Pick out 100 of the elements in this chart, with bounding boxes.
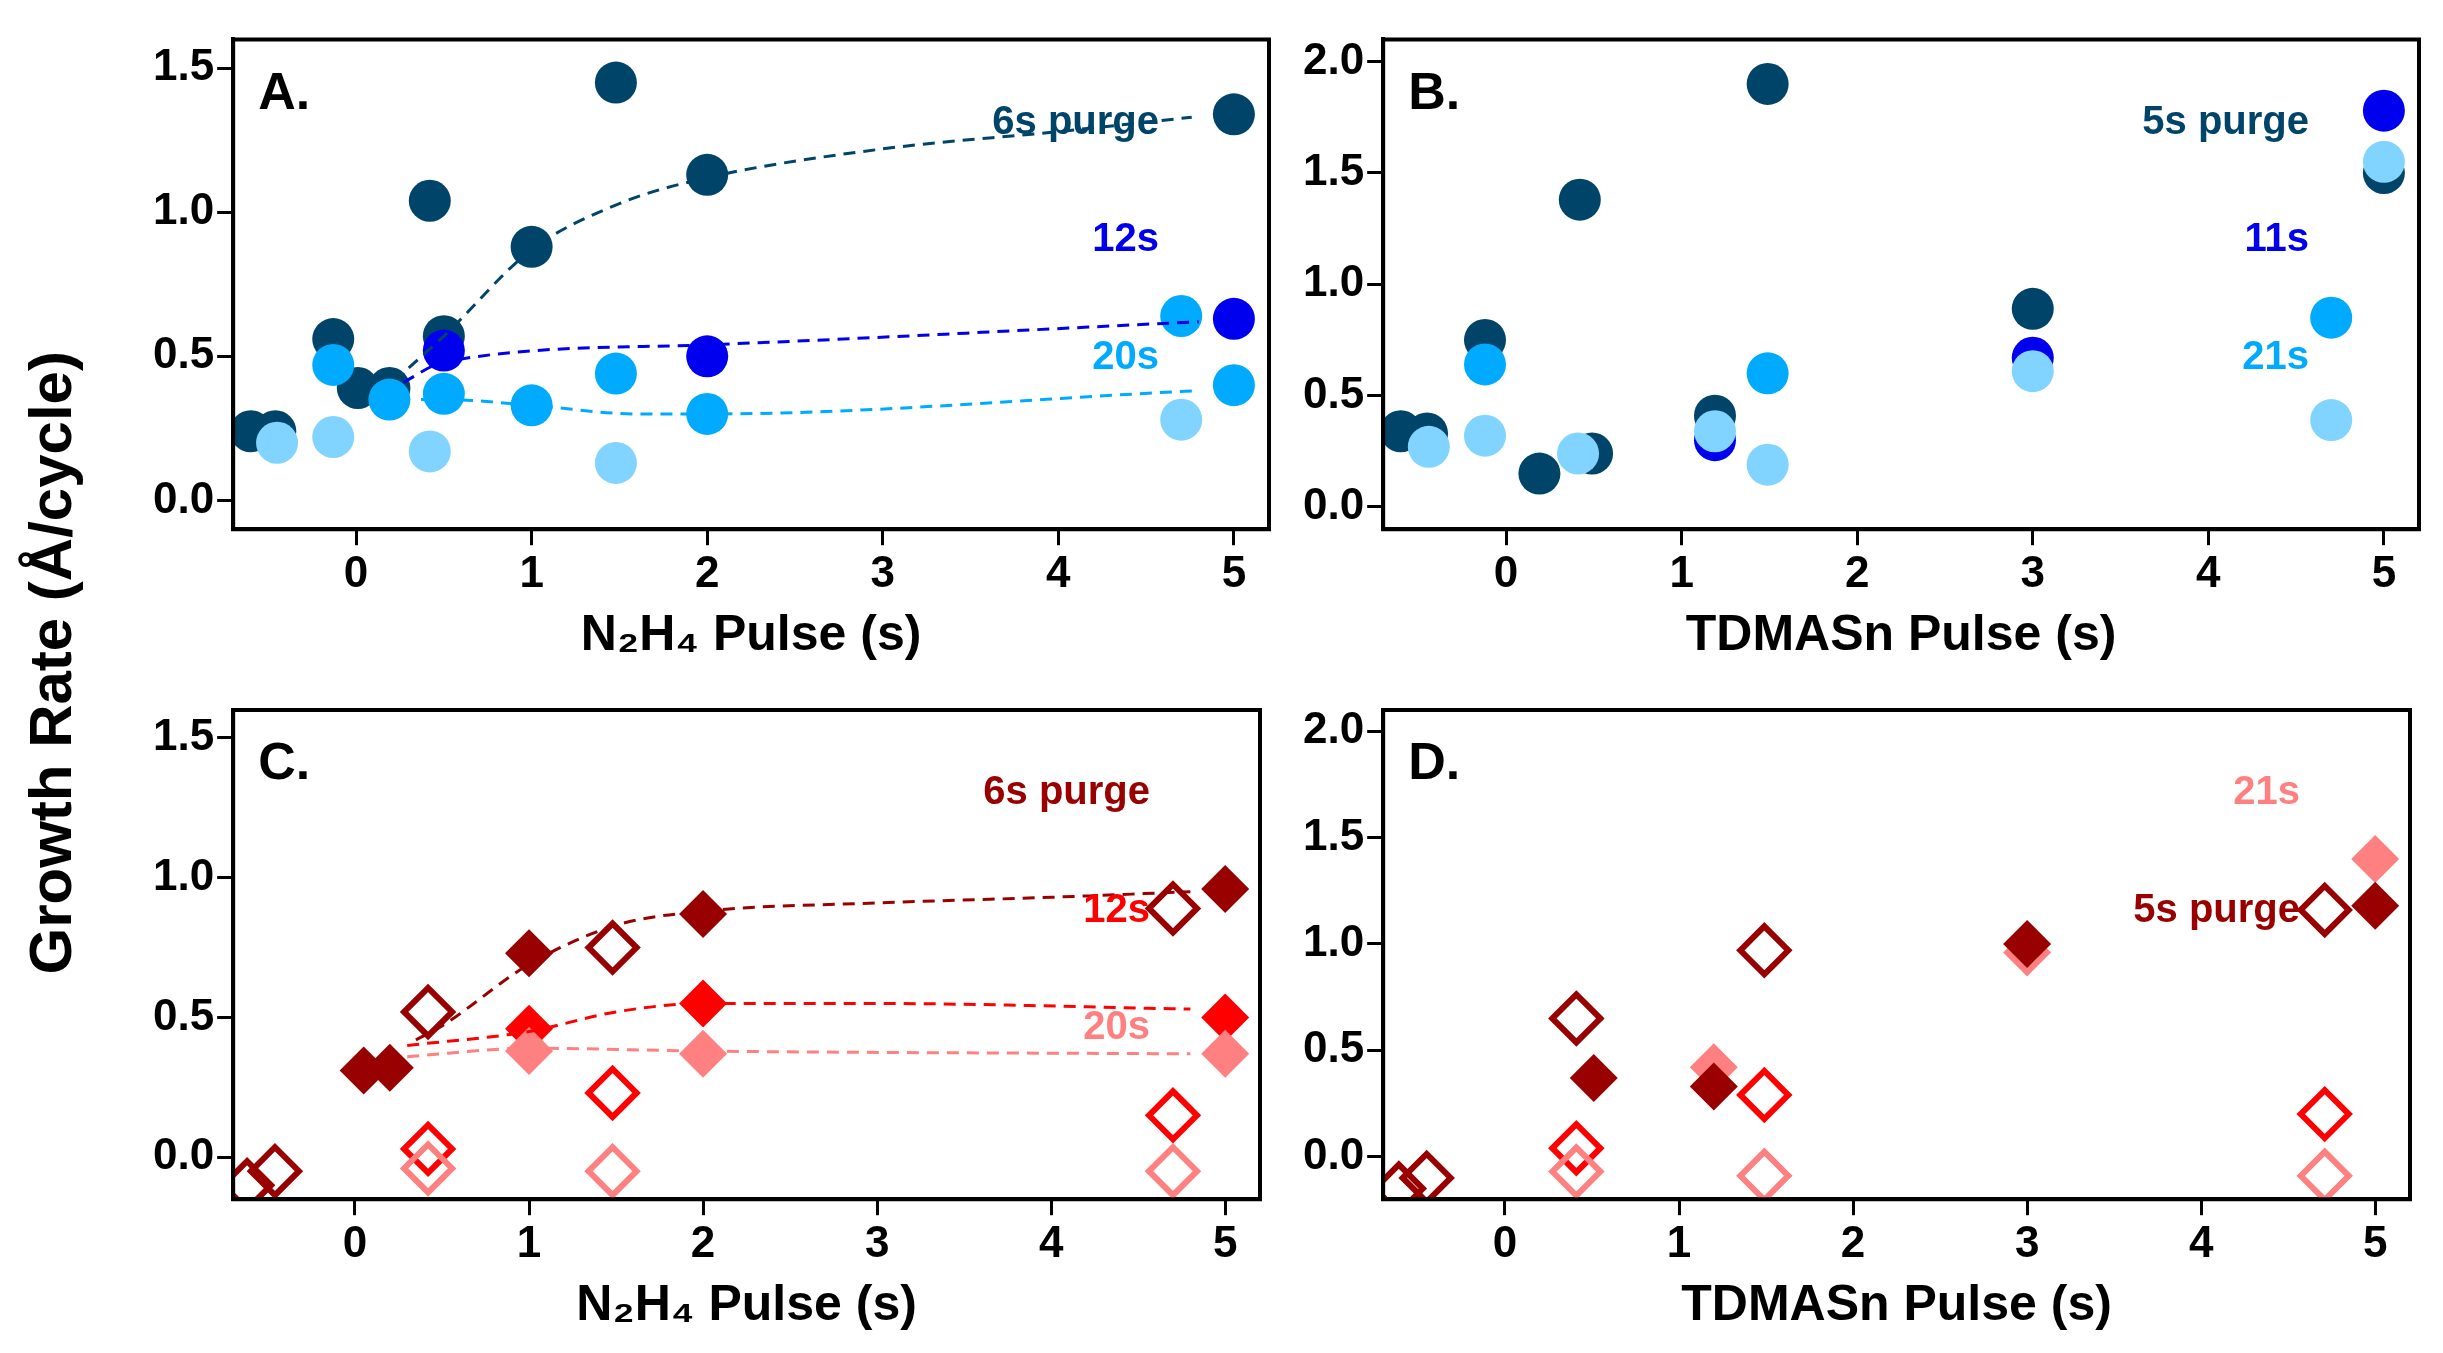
- x-tick-label: 0: [1492, 1216, 1518, 1266]
- point: [2297, 882, 2352, 937]
- point: [594, 61, 637, 104]
- point: [2003, 919, 2052, 968]
- x-tick-label: 2: [694, 546, 720, 596]
- point: [585, 920, 640, 975]
- series-label: 21s: [2233, 768, 2300, 813]
- annotation: D.: [1408, 732, 1461, 791]
- point: [679, 890, 728, 939]
- point: [1569, 1053, 1618, 1102]
- y-tick-label: 0.0: [1302, 479, 1365, 529]
- point: [1212, 93, 1255, 136]
- y-tick-label: 0.5: [1302, 367, 1365, 417]
- x-tick-label: 1: [519, 546, 544, 596]
- x-tick-label: 4: [2196, 546, 2222, 596]
- y-tick-label: 1.0: [1302, 916, 1365, 966]
- point: [312, 343, 355, 386]
- point: [1201, 1029, 1250, 1078]
- y-tick-label: 1.5: [152, 710, 215, 760]
- x-tick-label: 1: [516, 1216, 542, 1266]
- y-axis-title: Growth Rate (Å/cycle): [15, 351, 85, 975]
- point: [1463, 343, 1506, 386]
- point: [1160, 294, 1203, 337]
- point: [686, 392, 729, 435]
- y-tick-label: 1.5: [1302, 145, 1365, 195]
- point: [256, 421, 299, 464]
- point: [2351, 881, 2400, 930]
- point: [408, 179, 451, 222]
- point: [686, 153, 729, 196]
- point: [408, 430, 451, 473]
- y-tick-label: 0.0: [1302, 1128, 1365, 1178]
- point: [1689, 1062, 1738, 1111]
- x-tick-label: 5: [2362, 1216, 2388, 1266]
- point: [594, 352, 637, 395]
- x-axis-title: TDMASn Pulse (s): [1681, 1274, 2112, 1331]
- point: [510, 225, 553, 268]
- point: [1746, 352, 1789, 395]
- point: [1549, 1121, 1604, 1176]
- series-label: 21s: [2242, 332, 2309, 377]
- series-label: 20s: [1092, 332, 1159, 377]
- x-tick-label: 1: [1669, 546, 1694, 596]
- point: [2351, 834, 2400, 883]
- point: [1549, 991, 1604, 1046]
- point: [1746, 62, 1789, 105]
- point: [2310, 296, 2353, 339]
- point: [1463, 414, 1506, 457]
- point: [505, 1027, 554, 1076]
- point: [2011, 350, 2054, 393]
- x-tick-label: 4: [1046, 546, 1072, 596]
- y-tick-label: 1.5: [152, 40, 215, 90]
- x-tick-label: 5: [1221, 546, 1247, 596]
- x-tick-label: 0: [1493, 546, 1519, 596]
- y-tick-label: 2.0: [1302, 703, 1365, 753]
- series-label: 5s purge: [2133, 885, 2300, 930]
- point: [1160, 398, 1203, 441]
- point: [1746, 443, 1789, 486]
- series-label: 5s purge: [2142, 97, 2309, 142]
- point: [1737, 1148, 1792, 1200]
- y-tick-label: 1.0: [152, 184, 215, 234]
- point: [1693, 410, 1736, 453]
- annotation: B.: [1408, 61, 1461, 120]
- text: 12s: [1083, 885, 1150, 930]
- point: [401, 984, 456, 1039]
- point: [1212, 297, 1255, 340]
- point: [1558, 178, 1601, 221]
- point: [686, 335, 729, 378]
- point: [1518, 452, 1561, 495]
- series-label: 20s: [1083, 1003, 1150, 1048]
- x-tick-label: 3: [870, 546, 895, 596]
- y-tick-label: 0.5: [152, 989, 215, 1039]
- point: [422, 329, 465, 372]
- point: [1737, 923, 1792, 978]
- y-tick-label: 1.0: [152, 849, 215, 899]
- point: [510, 384, 553, 427]
- annotation: A.: [258, 61, 311, 120]
- y-tick-label: 0.5: [152, 328, 215, 378]
- x-tick-label: 2: [1844, 546, 1870, 596]
- y-tick-label: 2.0: [1302, 33, 1365, 83]
- y-tick-label: 0.5: [1302, 1022, 1365, 1072]
- point: [1557, 432, 1600, 475]
- x-tick-label: 1: [1666, 1216, 1692, 1266]
- point: [2011, 287, 2054, 330]
- x-tick-label: 3: [2014, 1216, 2040, 1266]
- point: [1145, 1088, 1200, 1143]
- x-tick-label: 3: [864, 1216, 890, 1266]
- series-label: 12s: [1092, 215, 1159, 260]
- point: [585, 1065, 640, 1120]
- y-tick-label: 0.0: [152, 1129, 215, 1179]
- point: [679, 1029, 728, 1078]
- x-tick-label: 0: [342, 1216, 368, 1266]
- x-tick-label: 3: [2020, 546, 2045, 596]
- x-tick-label: 2: [1840, 1216, 1866, 1266]
- point: [594, 441, 637, 484]
- point: [422, 372, 465, 415]
- point: [1407, 425, 1450, 468]
- point: [585, 1144, 640, 1199]
- point: [2362, 89, 2405, 132]
- point: [312, 416, 355, 458]
- point: [2362, 140, 2405, 183]
- point: [401, 1141, 456, 1196]
